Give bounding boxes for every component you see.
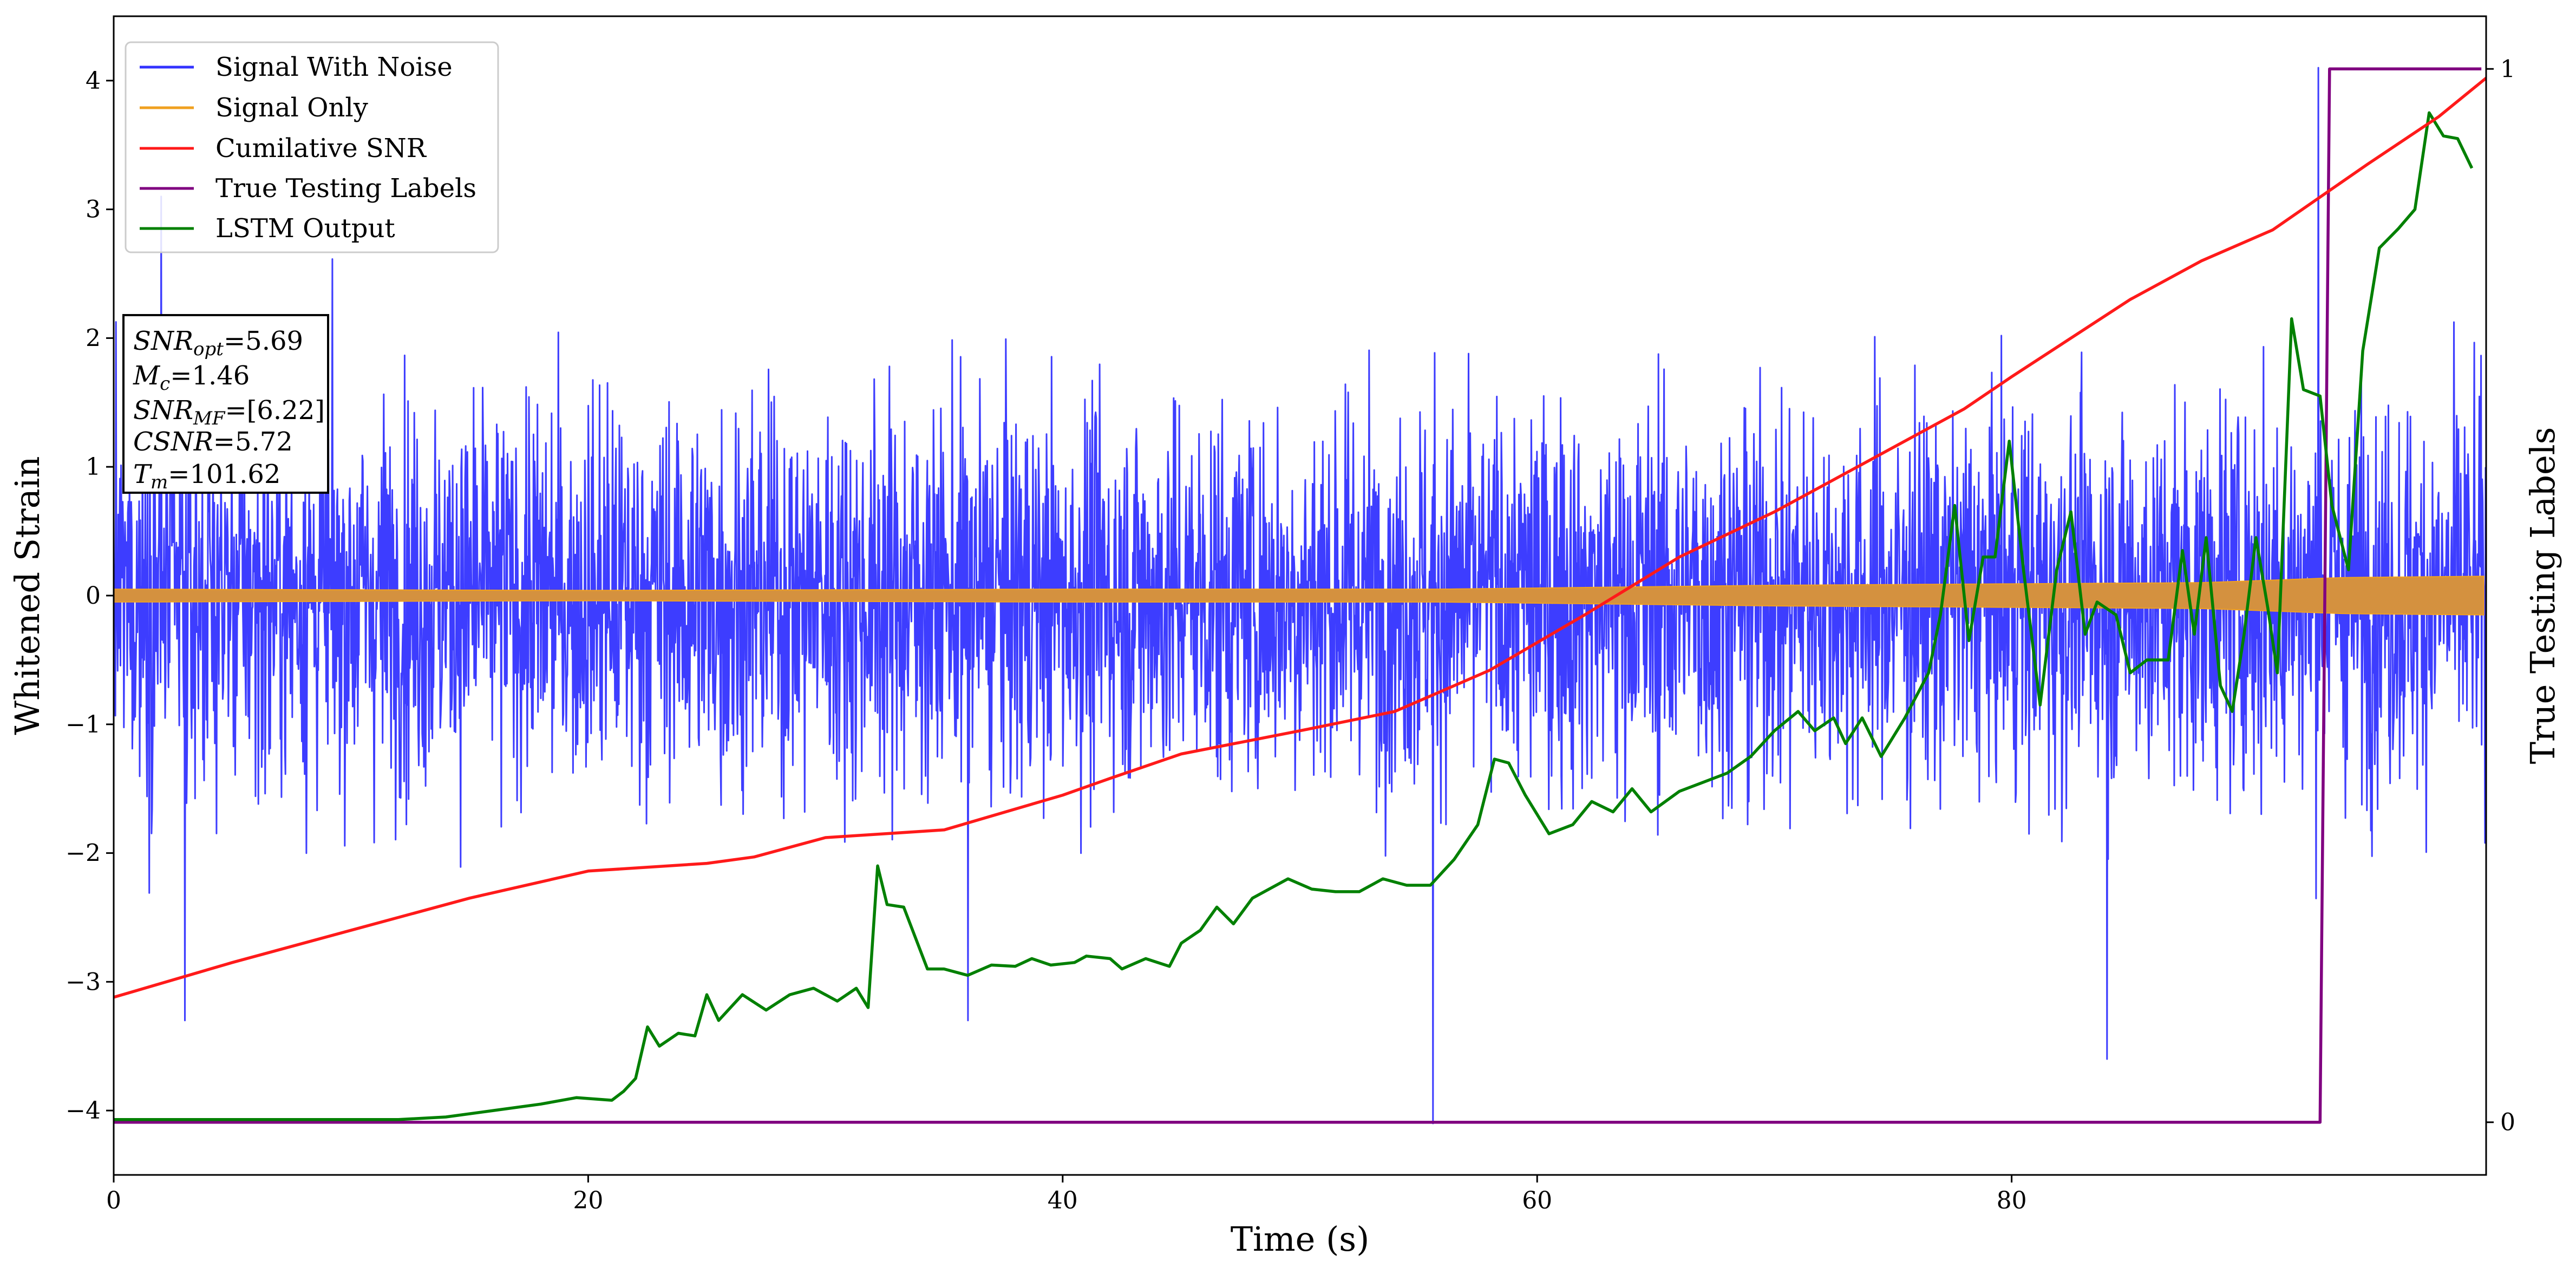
y-tick-label: −2 [66, 840, 101, 867]
signal-with-noise-line [114, 67, 2486, 1125]
lstm-output-line [114, 111, 2474, 1121]
y-tick-label: −4 [66, 1097, 101, 1125]
x-tick-label: 0 [106, 1187, 121, 1214]
cumilative-snr-line [114, 76, 2486, 999]
legend-item-lstm-output: LSTM Output [140, 213, 395, 244]
signal-only-series [114, 576, 2485, 616]
plot-area [114, 67, 2486, 1125]
y-tick-label: 0 [86, 582, 101, 610]
y-tick-label: −1 [66, 711, 101, 739]
legend-item-true-testing-labels: True Testing Labels [140, 173, 476, 204]
y-tick-label: 4 [86, 67, 101, 95]
right-axis-title: True Testing Labels [2523, 427, 2562, 765]
info-snr-opt: SNRopt=5.69 [133, 326, 303, 360]
x-tick-label: 80 [1997, 1187, 2027, 1214]
right-y-tick-label: 1 [2500, 55, 2515, 83]
x-axis-title: Time (s) [1231, 1219, 1370, 1259]
right-y-tick-label: 0 [2500, 1109, 2515, 1136]
signal-with-noise-series [114, 67, 2486, 1125]
x-tick-label: 60 [1522, 1187, 1552, 1214]
x-tick-label: 20 [573, 1187, 603, 1214]
legend-label: LSTM Output [215, 213, 395, 244]
signal-only-band [114, 576, 2485, 616]
legend-label: Signal Only [215, 93, 368, 123]
true-testing-labels-line [114, 67, 2482, 1124]
legend-frame [125, 41, 499, 253]
legend-item-signal-only: Signal Only [140, 93, 368, 123]
y-tick-label: 2 [86, 324, 101, 352]
y-axis-title: Whitened Strain [8, 456, 47, 735]
legend-item-signal-with-noise: Signal With Noise [140, 52, 453, 82]
info-csnr: CSNR=5.72 [133, 427, 293, 457]
legend-label: True Testing Labels [215, 173, 476, 204]
y-tick-label: −3 [66, 968, 101, 996]
legend-item-cumilative-snr: Cumilative SNR [140, 133, 427, 164]
legend-label: Signal With Noise [215, 52, 453, 82]
info-snr-mf: SNRMF=[6.22] [133, 395, 325, 429]
y-tick-label: 3 [86, 196, 101, 224]
y-tick-label: 1 [86, 453, 101, 481]
x-tick-label: 40 [1048, 1187, 1078, 1214]
legend: Signal With Noise Signal Only Cumilative… [125, 41, 499, 253]
info-box: SNRopt=5.69 Mc=1.46 SNRMF=[6.22] CSNR=5.… [122, 314, 329, 494]
info-box-frame [122, 314, 329, 494]
info-tm: Tm=101.62 [133, 459, 280, 493]
legend-label: Cumilative SNR [215, 133, 427, 164]
info-mc: Mc=1.46 [133, 361, 250, 395]
